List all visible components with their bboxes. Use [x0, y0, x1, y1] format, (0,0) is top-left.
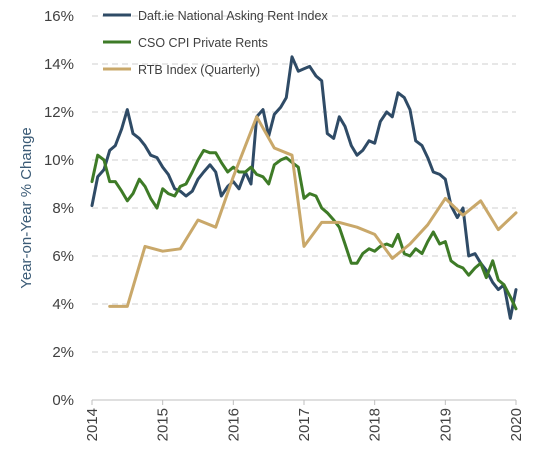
legend: Daft.ie National Asking Rent Index CSO CP… — [103, 9, 328, 77]
x-tick-labels: 2014 2015 2016 2017 2018 2019 2020 — [84, 408, 525, 441]
y-tick-label: 14% — [44, 56, 74, 73]
y-tick-label: 6% — [52, 248, 74, 265]
y-tick-label: 16% — [44, 8, 74, 25]
x-tick-label: 2014 — [84, 408, 101, 441]
y-tick-label: 8% — [52, 200, 74, 217]
axes — [91, 399, 517, 405]
x-tick-label: 2017 — [296, 408, 313, 441]
y-tick-labels: 0% 2% 4% 6% 8% 10% 12% 14% 16% — [44, 8, 74, 409]
series-line-1 — [90, 55, 518, 320]
x-tick-label: 2020 — [508, 408, 525, 441]
x-tick-label: 2018 — [367, 408, 384, 441]
x-tick-label: 2019 — [437, 408, 454, 441]
x-tick-label: 2016 — [225, 408, 242, 441]
y-tick-label: 2% — [52, 344, 74, 361]
y-tick-label: 0% — [52, 392, 74, 409]
series-lines — [90, 55, 518, 320]
legend-label: RTB Index (Quarterly) — [138, 63, 260, 77]
y-tick-label: 4% — [52, 296, 74, 313]
y-axis-label: Year-on-Year % Change — [18, 127, 35, 289]
gridlines — [92, 15, 516, 353]
y-tick-label: 10% — [44, 152, 74, 169]
series-line-2 — [90, 148, 518, 311]
x-tick-label: 2015 — [155, 408, 172, 441]
y-tick-label: 12% — [44, 104, 74, 121]
legend-label: CSO CPI Private Rents — [138, 36, 268, 50]
series-line-3 — [108, 115, 518, 308]
legend-label: Daft.ie National Asking Rent Index — [138, 9, 328, 23]
